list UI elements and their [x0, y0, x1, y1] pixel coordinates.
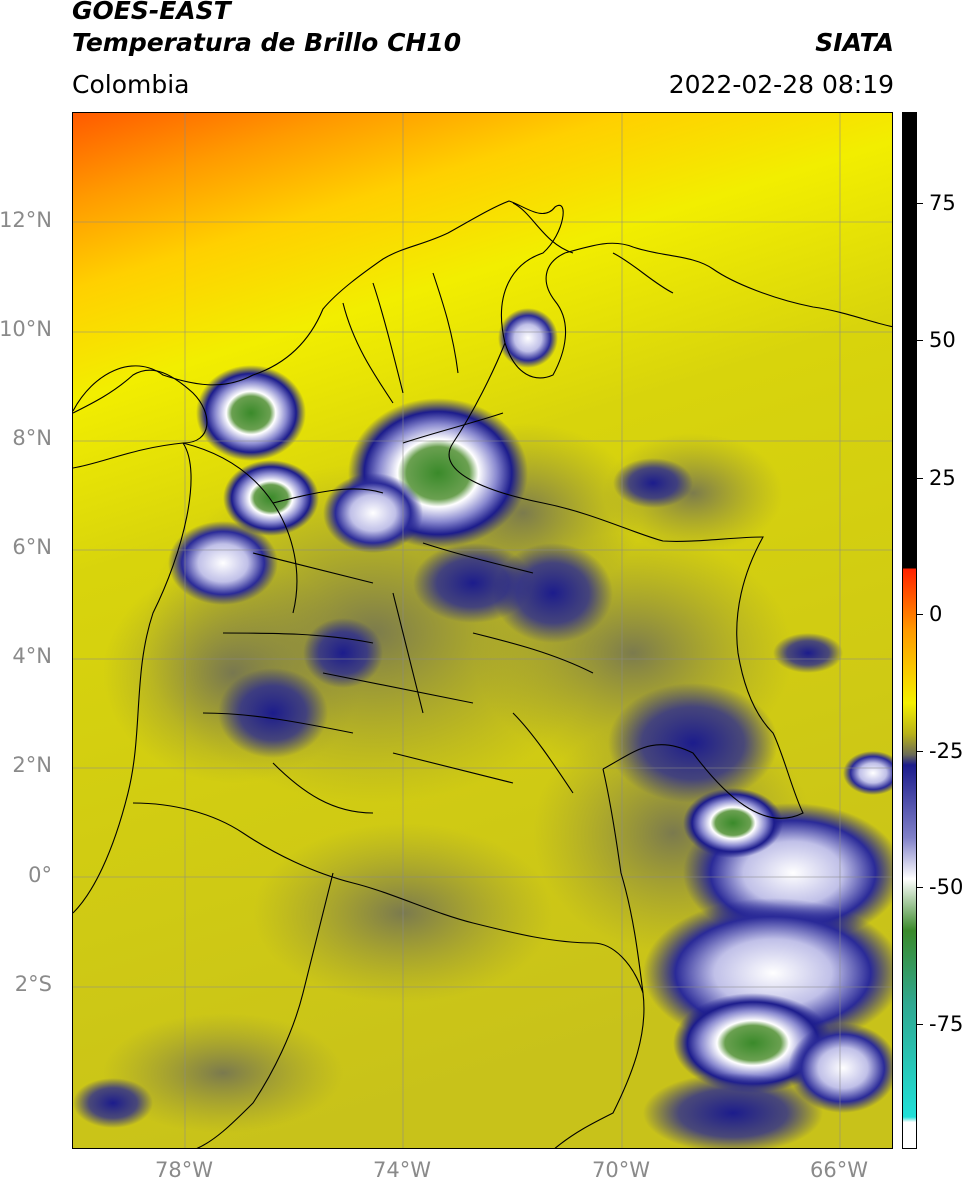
border-brazil-peru [196, 872, 334, 1148]
lat-label-12n: 12°N [0, 208, 52, 232]
lat-label-2n: 2°N [12, 753, 52, 777]
lat-label-10n: 10°N [0, 317, 52, 341]
border-panama [73, 369, 208, 444]
border-venezuela [448, 342, 804, 819]
border-venezuela-north [512, 202, 674, 294]
coastline-caribbean [73, 200, 892, 412]
colorbar-label-50: 50 [929, 328, 956, 352]
lon-label-74w: 74°W [373, 1158, 431, 1182]
colorbar-label-neg50: -50 [929, 875, 964, 899]
graticule [73, 113, 892, 1148]
lat-label-0: 0° [28, 863, 52, 887]
lat-label-6n: 6°N [12, 535, 52, 559]
colorbar-label-0: 0 [929, 602, 943, 626]
departments-west [182, 442, 474, 814]
datetime-label: 2022-02-28 08:19 [668, 70, 894, 99]
lat-label-4n: 4°N [12, 644, 52, 668]
colorbar-label-neg75: -75 [929, 1012, 964, 1036]
colorbar-tick [917, 478, 923, 479]
colorbar-label-25: 25 [929, 466, 956, 490]
lon-label-70w: 70°W [592, 1158, 650, 1182]
lat-label-2s: 2°S [14, 972, 52, 996]
coastline-pacific [73, 442, 192, 914]
product-title: Temperatura de Brillo CH10 [72, 28, 462, 57]
colorbar-label-75: 75 [929, 191, 956, 215]
colorbar-label-neg25: -25 [929, 739, 964, 763]
colorbar-tick [917, 1024, 923, 1025]
lon-label-66w: 66°W [810, 1158, 868, 1182]
border-peru-ecuador [132, 802, 644, 994]
source-label: SIATA [815, 28, 894, 57]
satellite-map[interactable] [72, 112, 893, 1149]
map-canvas [73, 113, 892, 1148]
departments-east [342, 272, 594, 794]
colorbar-tick [917, 203, 923, 204]
lon-label-78w: 78°W [155, 1158, 213, 1182]
colorbar [902, 112, 917, 1149]
colorbar-tick [917, 614, 923, 615]
boundaries [73, 200, 892, 1148]
colorbar-tick [917, 887, 923, 888]
lat-label-8n: 8°N [12, 426, 52, 450]
satellite-title: GOES-EAST [72, 0, 231, 25]
colorbar-tick [917, 340, 923, 341]
region-label: Colombia [72, 70, 190, 99]
colorbar-tick [917, 751, 923, 752]
